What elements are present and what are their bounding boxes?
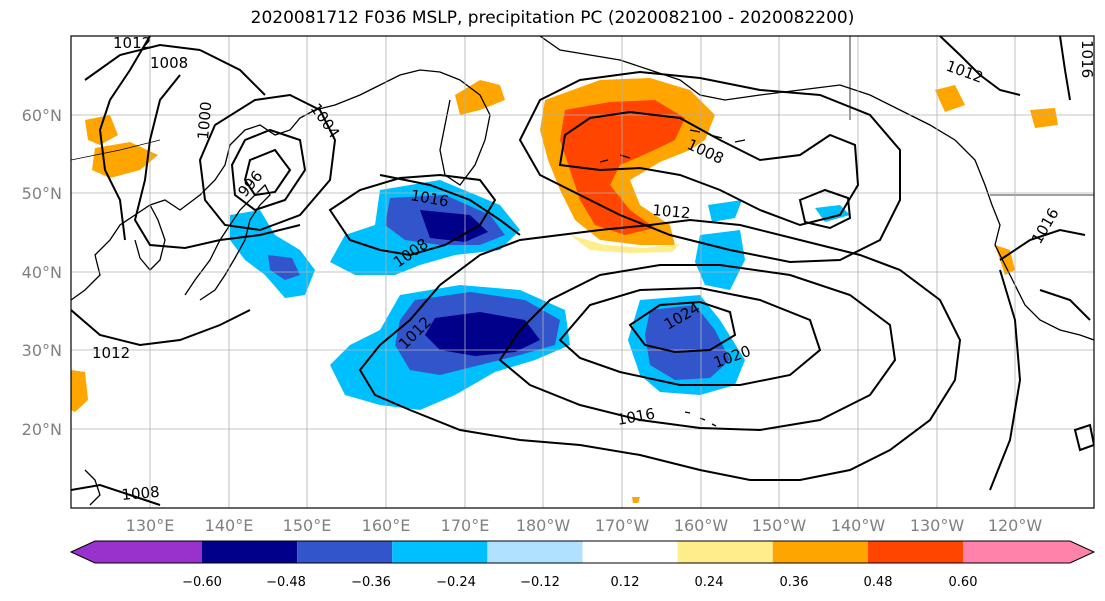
neg-area-japan-mid: [268, 255, 300, 280]
colorbar-tick-label: −0.24: [436, 575, 476, 590]
neg-area-east-mid: [645, 305, 730, 380]
isobar-label: 1012: [92, 344, 130, 362]
lon-label: 160°W: [674, 516, 729, 535]
colorbar-tick-label: −0.48: [266, 575, 306, 590]
colorbar-tick-label: 0.60: [949, 575, 978, 590]
colorbar-tick-label: 0.12: [611, 575, 640, 590]
coastline-japan: [184, 183, 271, 301]
isobar-swirl-east: [1073, 423, 1094, 452]
lat-label: 60°N: [22, 106, 62, 125]
lon-label: 180°W: [516, 516, 571, 535]
colorbar-outline: [69, 540, 1096, 564]
isobar-bering-1008: [558, 110, 860, 227]
colorbar-bin: [297, 541, 393, 563]
isobar-east-1016: [999, 228, 1091, 321]
pos-area-manchuria: [92, 142, 158, 178]
coastline-korea: [134, 204, 166, 271]
isobars: [71, 36, 1094, 506]
lon-label: 140°E: [205, 516, 254, 535]
lon-label: 170°W: [595, 516, 650, 535]
isobar-low-center: [798, 188, 852, 230]
colorbar-tick-label: 0.48: [864, 575, 893, 590]
neg-area-gulf-small: [708, 200, 742, 222]
isobar-low-1004: [198, 93, 337, 232]
isobar-high-1024: [628, 300, 737, 354]
neg-area-low-center: [815, 205, 850, 222]
isobar-high-west-east: [989, 269, 1022, 491]
isobar-label: 1012: [113, 34, 151, 52]
border-china-mongolia: [71, 139, 161, 161]
lon-label: 150°W: [752, 516, 807, 535]
pos-area-alaska: [935, 85, 965, 112]
pos-area-yellow-rim: [570, 235, 680, 253]
colorbar-tick-label: −0.60: [182, 575, 222, 590]
isobar-kuroshio-1008: [328, 173, 497, 257]
coastline-philippines: [84, 469, 101, 506]
colorbar-tick-label: −0.36: [351, 575, 391, 590]
latitude-labels: 60°N 50°N 40°N 30°N 20°N: [22, 106, 62, 439]
colorbar-tick-labels: −0.60 −0.48 −0.36 −0.24 −0.12 0.12 0.24 …: [182, 575, 977, 590]
colorbar-bin: [392, 541, 488, 563]
isobar-high-1020: [558, 286, 822, 386]
graticule: [71, 36, 1094, 508]
coastline-kamchatka: [439, 79, 491, 186]
pos-area-sakhalin: [85, 115, 118, 145]
isobar-east-1012: [939, 36, 1071, 101]
isobar-bering-1012: [518, 70, 901, 264]
lat-label: 40°N: [22, 263, 62, 282]
lat-label: 20°N: [22, 420, 62, 439]
isobar-west-1008: [133, 49, 301, 250]
isobar-label: 1008: [121, 483, 161, 504]
neg-area-central-dark: [425, 312, 540, 356]
pos-area-taiwan: [71, 370, 88, 412]
colorbar-bin: [772, 541, 868, 563]
coastline-north-america: [991, 204, 1094, 341]
lat-label: 50°N: [22, 184, 62, 203]
neg-area-kuroshio-dark: [420, 210, 488, 242]
lat-label: 30°N: [22, 341, 62, 360]
isobar-high-1016: [498, 264, 897, 432]
coastline-east-asia: [71, 69, 461, 301]
isobar-kuroshio-1016: [379, 174, 521, 236]
lon-label: 170°E: [441, 516, 490, 535]
coastlines: [71, 36, 1094, 506]
colorbar-bin: [71, 541, 202, 563]
isobar-label: 1012: [652, 201, 692, 222]
isobar-label: 1008: [150, 54, 188, 72]
map-title: 2020081712 F036 MSLP, precipitation PC (…: [250, 8, 855, 28]
colorbar-bin: [202, 541, 298, 563]
map-frame: [70, 35, 1095, 509]
isobar-label: 1016: [1078, 40, 1096, 78]
lon-label: 140°W: [831, 516, 886, 535]
lon-label: 150°E: [283, 516, 332, 535]
lon-label: 160°E: [362, 516, 411, 535]
precip-negative-shading: [230, 180, 850, 410]
colorbar-bin: [963, 541, 1094, 563]
coastline-aleutians: [599, 129, 746, 163]
colorbar: [69, 540, 1096, 564]
isobar-low-996: [243, 148, 292, 197]
colorbar-tick-label: 0.36: [780, 575, 809, 590]
lon-label: 130°E: [126, 516, 175, 535]
colorbar-bin: [867, 541, 963, 563]
lon-label: 120°W: [988, 516, 1043, 535]
isobar-west-1012: [71, 36, 251, 347]
colorbar-tick-label: 0.24: [695, 575, 724, 590]
isobar-high-1012: [358, 218, 962, 481]
isobar-low-1000: [230, 128, 307, 212]
isobar-label: 1000: [194, 101, 215, 141]
isobar-sw-1008: [71, 483, 161, 506]
colorbar-bin: [582, 541, 678, 563]
pos-area-kamchatka: [455, 80, 505, 115]
pos-area-hawaii: [632, 497, 640, 503]
longitude-labels: 130°E 140°E 150°E 160°E 170°E 180°W 170°…: [126, 516, 1043, 535]
colorbar-tick-label: −0.12: [520, 575, 560, 590]
colorbar-bin: [677, 541, 773, 563]
colorbar-bin: [487, 541, 583, 563]
lon-label: 130°W: [910, 516, 965, 535]
pos-area-canada: [1030, 108, 1058, 128]
